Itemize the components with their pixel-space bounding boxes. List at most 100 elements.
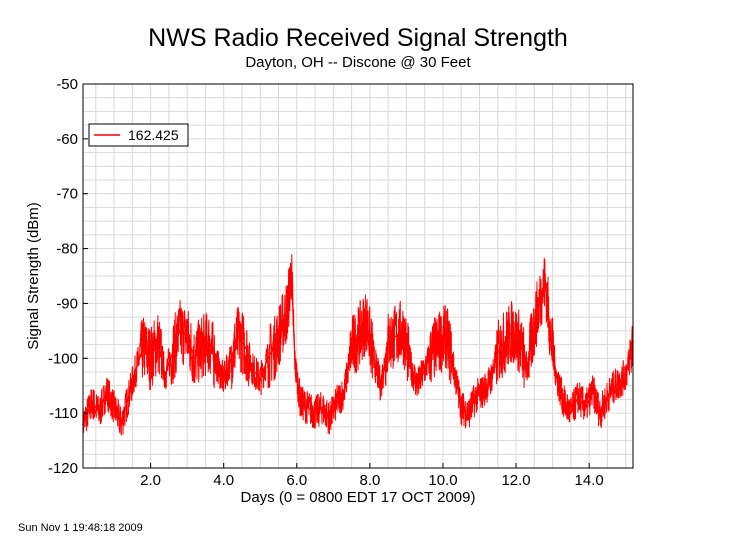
x-tick-label: 2.0 — [140, 472, 161, 489]
data-point — [613, 384, 616, 387]
data-point — [252, 368, 254, 371]
plot-frame — [82, 83, 634, 469]
data-point — [570, 412, 572, 414]
data-point — [599, 412, 601, 414]
y-tick-label: -80 — [56, 241, 78, 258]
timestamp: Sun Nov 1 19:48:18 2009 — [18, 522, 143, 534]
data-point — [98, 412, 101, 414]
data-point — [497, 352, 499, 354]
y-tick-label: -90 — [56, 295, 78, 312]
data-point — [380, 384, 382, 387]
data-point — [179, 330, 181, 332]
x-tick-label: 10.0 — [428, 472, 457, 489]
data-point — [314, 412, 316, 414]
chart-subtitle: Dayton, OH -- Discone @ 30 Feet — [245, 54, 471, 71]
data-point — [244, 346, 247, 349]
chart-title: NWS Radio Received Signal Strength — [148, 24, 568, 52]
data-point — [453, 368, 455, 371]
data-point — [286, 308, 289, 310]
data-point — [489, 379, 492, 382]
data-point — [208, 341, 210, 343]
data-point — [157, 341, 159, 343]
data-point — [394, 335, 397, 338]
data-point — [592, 390, 594, 393]
x-tick-label: 14.0 — [575, 472, 604, 489]
data-point — [358, 335, 360, 338]
data-point — [307, 406, 309, 409]
y-tick-label: -120 — [48, 460, 78, 477]
y-tick-label: -70 — [56, 186, 78, 203]
data-point — [142, 346, 145, 349]
data-point — [328, 417, 331, 420]
data-point — [409, 363, 411, 365]
data-point — [431, 352, 433, 354]
data-point — [606, 395, 609, 398]
data-point — [91, 401, 93, 404]
x-tick-label: 4.0 — [213, 472, 234, 489]
data-point — [294, 363, 296, 365]
data-point — [274, 346, 276, 349]
data-point — [281, 324, 284, 327]
data-point — [550, 335, 552, 338]
data-point — [343, 390, 346, 393]
data-point — [482, 390, 485, 393]
data-point — [467, 412, 470, 414]
data-point — [120, 423, 123, 425]
y-tick-label: -100 — [48, 350, 78, 367]
data-point — [402, 330, 404, 332]
x-tick-label: 8.0 — [359, 472, 380, 489]
y-tick-labels: -50 -60 -70 -80 -90 -100 -110 -120 — [48, 76, 88, 477]
data-point — [299, 401, 302, 404]
y-tick-label: -60 — [56, 131, 78, 148]
legend-label: 162.425 — [128, 127, 179, 143]
legend: 162.425 — [88, 123, 189, 147]
data-point — [438, 341, 441, 343]
data-point — [504, 341, 506, 343]
data-point — [164, 373, 166, 376]
data-point — [230, 357, 232, 360]
data-point — [544, 280, 547, 283]
data-point — [387, 341, 389, 343]
data-point — [215, 363, 218, 365]
data-point — [237, 335, 240, 338]
data-point — [621, 379, 623, 382]
data-point — [416, 384, 419, 387]
data-point — [336, 401, 338, 404]
y-tick-label: -110 — [49, 405, 78, 422]
data-point — [555, 373, 558, 376]
grid-lines — [83, 84, 633, 468]
data-point — [290, 269, 293, 272]
data-point — [135, 368, 137, 371]
data-point — [113, 406, 115, 409]
data-point — [475, 395, 477, 398]
data-point — [266, 357, 269, 360]
data-point — [577, 395, 579, 398]
data-point — [127, 395, 130, 398]
data-point — [259, 379, 262, 382]
x-tick-labels: 2.0 4.0 6.0 8.0 10.0 12.0 14.0 — [140, 463, 604, 489]
data-point — [626, 368, 629, 371]
legend-box — [88, 123, 189, 147]
data-point — [526, 368, 528, 371]
data-point — [171, 352, 174, 354]
data-point — [321, 406, 324, 409]
data-point — [149, 357, 152, 360]
y-tick-label: -50 — [56, 76, 78, 93]
data-point — [423, 368, 426, 371]
data-point — [201, 346, 203, 349]
data-point — [511, 330, 514, 332]
y-axis-label: Signal Strength (dBm) — [25, 202, 42, 350]
x-tick-label: 12.0 — [501, 472, 530, 489]
series-162-425-trace — [82, 254, 634, 442]
x-tick-label: 6.0 — [286, 472, 307, 489]
series-group — [82, 254, 634, 442]
data-point — [540, 291, 543, 294]
data-point — [193, 357, 196, 360]
data-point — [222, 379, 225, 382]
data-point — [584, 406, 587, 409]
data-point — [562, 401, 565, 404]
data-point — [350, 346, 353, 349]
data-point — [533, 324, 536, 327]
data-point — [445, 335, 448, 338]
